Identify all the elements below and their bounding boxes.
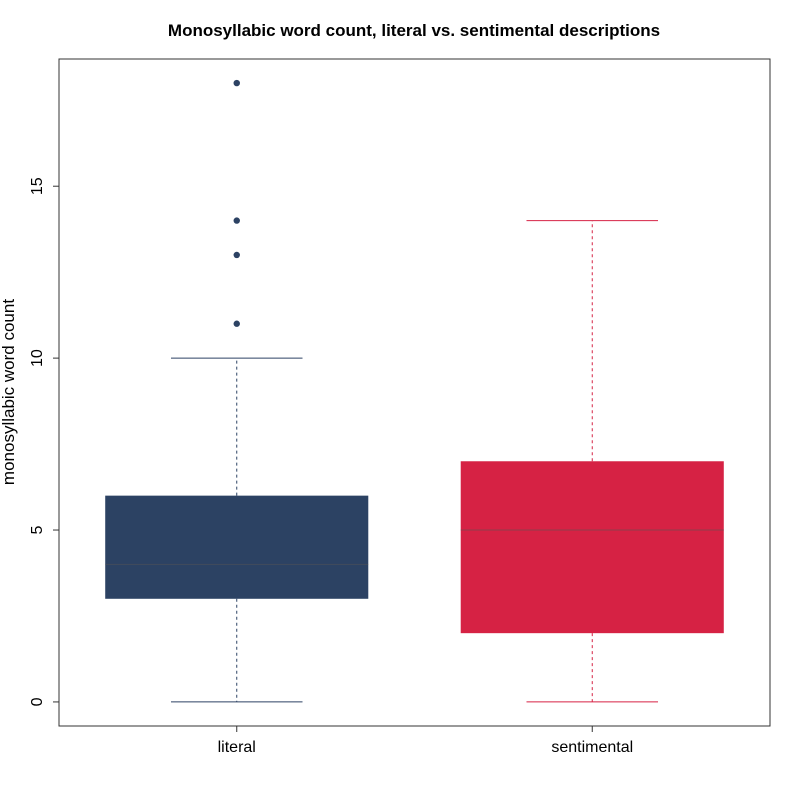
- box-group-literal: [105, 79, 369, 703]
- y-axis-label: monosyllabic word count: [0, 299, 18, 485]
- plot-frame: [58, 58, 771, 727]
- outlier-point: [233, 251, 240, 259]
- chart-title: Monosyllabic word count, literal vs. sen…: [168, 21, 660, 40]
- outlier-point: [233, 320, 240, 327]
- y-tick-label: 10: [29, 349, 46, 367]
- y-tick-label: 15: [29, 177, 46, 195]
- x-axis: literal sentimental: [218, 726, 633, 756]
- iqr-box: [105, 495, 369, 599]
- box-group-sentimental: [460, 220, 724, 703]
- x-tick-label: literal: [218, 739, 256, 756]
- y-axis: 0 5 10 15: [29, 177, 59, 706]
- plot-marks: [105, 79, 724, 703]
- y-tick-label: 0: [29, 697, 46, 706]
- outlier-point: [233, 79, 240, 87]
- y-tick-label: 5: [29, 525, 46, 534]
- outlier-point: [233, 217, 240, 224]
- iqr-box: [460, 461, 724, 634]
- x-tick-label: sentimental: [551, 739, 633, 756]
